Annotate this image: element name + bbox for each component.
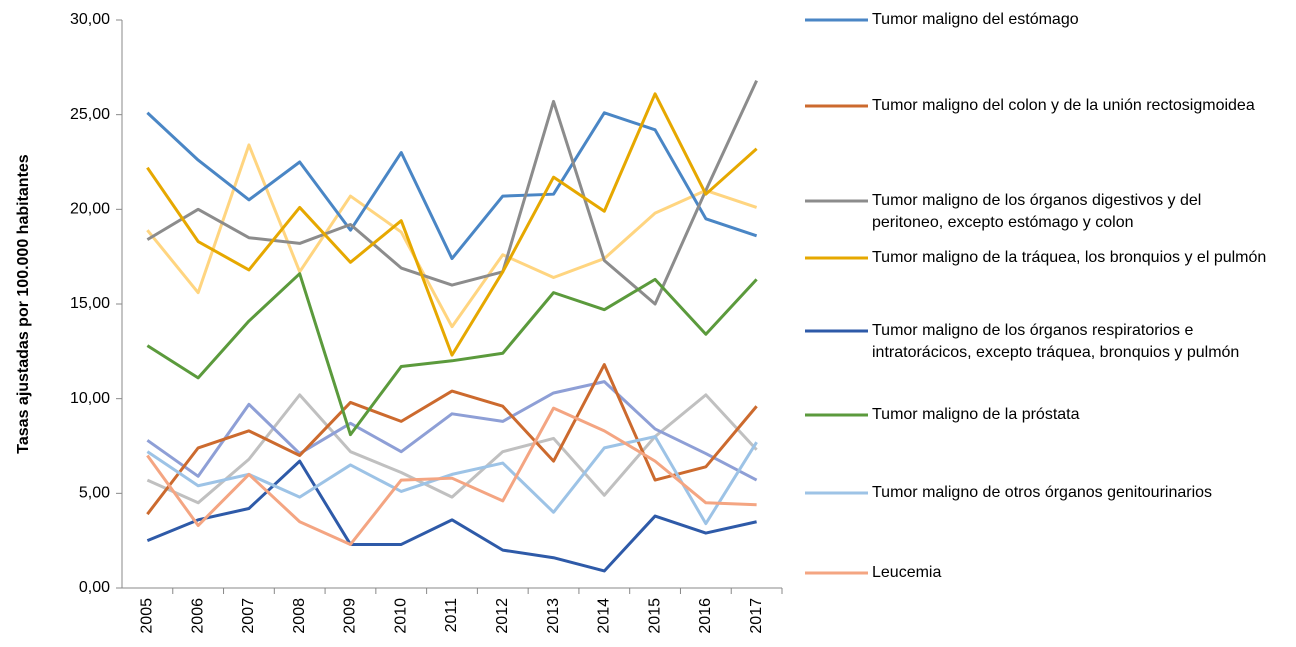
x-tick-label: 2015 [646, 598, 663, 634]
series-line [146, 143, 758, 329]
y-tick-label: 0,00 [79, 579, 110, 596]
series-line [146, 79, 758, 306]
legend-line: Tumor maligno del colon y de la unión re… [872, 97, 1255, 114]
x-tick-label: 2012 [494, 598, 511, 634]
legend-line: Tumor maligno de los órganos digestivos … [872, 192, 1201, 209]
series-line [146, 111, 758, 261]
legend-line: Tumor maligno de la tráquea, los bronqui… [872, 249, 1266, 266]
y-tick-label: 30,00 [70, 11, 110, 28]
y-axis-label: Tasas ajustadas por 100.000 habitantes [15, 154, 32, 454]
x-tick-label: 2007 [240, 598, 257, 634]
legend-label: Tumor maligno del estómago [872, 11, 1079, 28]
legend-label: Tumor maligno de la tráquea, los bronqui… [872, 249, 1266, 266]
x-tick-label: 2008 [291, 598, 308, 634]
legend-line: Tumor maligno de los órganos respiratori… [872, 322, 1193, 339]
y-tick-label: 10,00 [70, 390, 110, 407]
series-line [146, 363, 758, 516]
x-tick-label: 2016 [697, 598, 714, 634]
series-line [146, 406, 757, 546]
legend-label: Tumor maligno de los órganos respiratori… [872, 322, 1239, 361]
y-tick-label: 15,00 [70, 295, 110, 312]
series-line [146, 272, 758, 437]
legend-label: Leucemia [872, 564, 941, 581]
legend-line: Leucemia [872, 564, 941, 581]
series-line [146, 459, 757, 573]
x-tick-label: 2013 [545, 598, 562, 634]
x-tick-label: 2017 [748, 598, 765, 634]
legend-label: Tumor maligno del colon y de la unión re… [872, 97, 1255, 114]
legend-line: peritoneo, excepto estómago y colon [872, 214, 1134, 231]
x-tick-label: 2005 [139, 598, 156, 634]
legend-label: Tumor maligno de otros órganos genitouri… [872, 484, 1212, 501]
legend-line: Tumor maligno de otros órganos genitouri… [872, 484, 1212, 501]
legend-line: Tumor maligno de la próstata [872, 406, 1080, 423]
series-line [146, 380, 758, 482]
x-tick-label: 2011 [443, 598, 460, 633]
x-tick-label: 2010 [392, 598, 409, 634]
legend-line: Tumor maligno del estómago [872, 11, 1079, 28]
x-tick-label: 2006 [189, 598, 206, 634]
x-tick-label: 2014 [596, 598, 613, 634]
legend-label: Tumor maligno de la próstata [872, 406, 1080, 423]
y-tick-label: 20,00 [70, 201, 110, 218]
x-tick-label: 2009 [342, 598, 359, 634]
series-line [146, 92, 758, 357]
legend-label: Tumor maligno de los órganos digestivos … [872, 192, 1201, 231]
y-tick-label: 25,00 [70, 106, 110, 123]
legend-line: intratorácicos, excepto tráquea, bronqui… [872, 344, 1239, 361]
y-tick-label: 5,00 [79, 485, 110, 502]
